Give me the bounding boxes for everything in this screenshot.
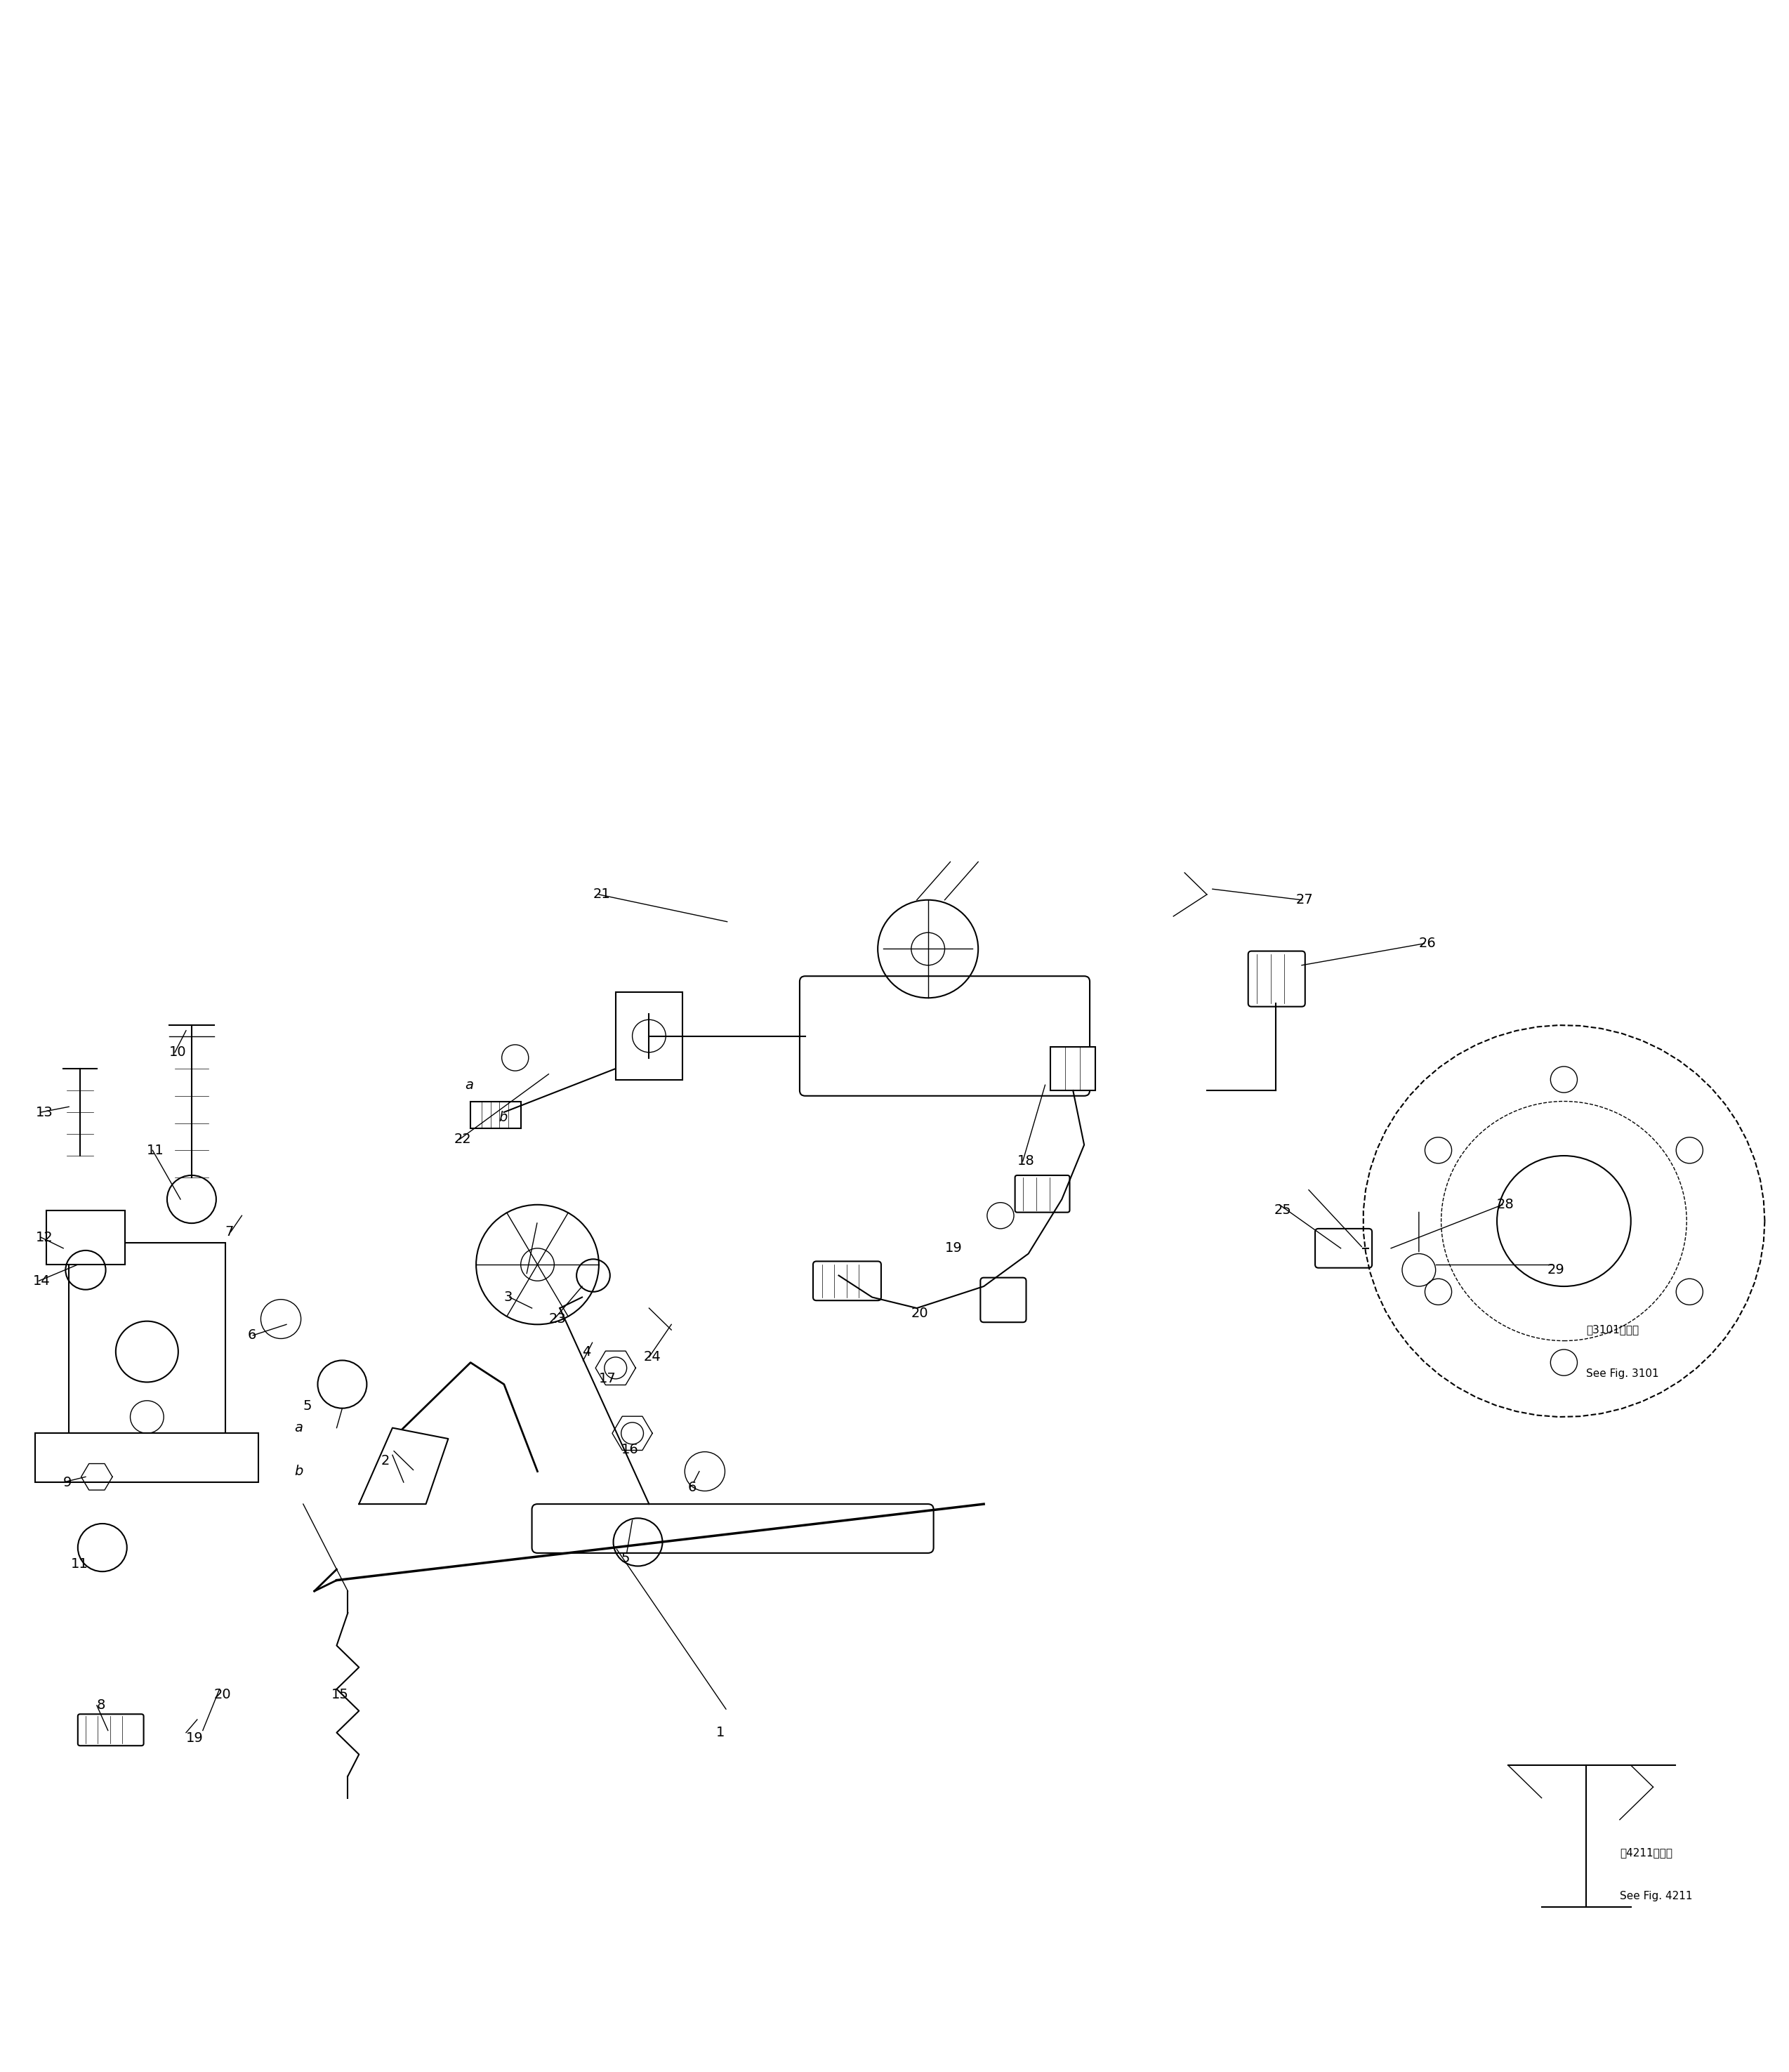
Text: 24: 24 [644,1351,660,1363]
Text: 14: 14 [34,1274,50,1287]
Text: b: b [499,1111,506,1125]
Text: 29: 29 [1547,1264,1565,1276]
Text: 6: 6 [689,1481,696,1494]
FancyBboxPatch shape [812,1262,882,1301]
Text: 20: 20 [911,1307,928,1320]
Text: See Fig. 3101: See Fig. 3101 [1587,1368,1658,1378]
Text: 19: 19 [945,1241,962,1256]
Text: 28: 28 [1497,1198,1513,1212]
Text: 11: 11 [147,1144,165,1156]
Polygon shape [360,1428,449,1504]
Text: 22: 22 [454,1133,471,1146]
FancyBboxPatch shape [77,1714,143,1747]
Text: 26: 26 [1419,937,1437,951]
Text: 4: 4 [581,1345,590,1359]
Text: 11: 11 [72,1558,88,1571]
FancyBboxPatch shape [1050,1046,1095,1090]
Text: 21: 21 [594,887,610,901]
FancyBboxPatch shape [47,1210,125,1264]
Text: 1: 1 [716,1726,725,1738]
FancyBboxPatch shape [615,992,683,1080]
Text: 2: 2 [381,1455,390,1467]
FancyBboxPatch shape [1014,1175,1070,1212]
Text: 5: 5 [621,1552,630,1564]
Text: 25: 25 [1274,1204,1292,1216]
Text: 27: 27 [1297,893,1313,908]
Text: 第4211図参照: 第4211図参照 [1619,1846,1673,1859]
FancyBboxPatch shape [1249,951,1304,1007]
FancyBboxPatch shape [1315,1229,1372,1268]
Text: 18: 18 [1018,1154,1034,1169]
Text: 23: 23 [549,1312,565,1326]
Text: 15: 15 [331,1689,349,1701]
FancyBboxPatch shape [70,1243,225,1438]
Text: 6: 6 [247,1328,256,1343]
Text: 19: 19 [186,1732,204,1745]
Text: a: a [293,1421,302,1434]
FancyBboxPatch shape [531,1504,934,1554]
Text: 12: 12 [36,1231,54,1243]
Text: 7: 7 [225,1225,234,1239]
Text: 5: 5 [302,1399,311,1413]
FancyBboxPatch shape [471,1102,521,1129]
Text: b: b [293,1465,302,1477]
Text: 第3101図参照: 第3101図参照 [1587,1324,1639,1334]
Text: See Fig. 4211: See Fig. 4211 [1619,1890,1692,1902]
FancyBboxPatch shape [800,976,1090,1096]
Text: 8: 8 [97,1699,106,1711]
Text: a: a [465,1077,474,1092]
Text: 16: 16 [621,1442,639,1457]
FancyBboxPatch shape [36,1434,259,1481]
Text: 13: 13 [36,1106,54,1119]
Text: 10: 10 [170,1046,186,1059]
Text: 17: 17 [599,1372,615,1386]
Text: 20: 20 [215,1689,231,1701]
Text: 9: 9 [63,1475,72,1490]
Text: 3: 3 [504,1291,513,1303]
FancyBboxPatch shape [980,1278,1027,1322]
